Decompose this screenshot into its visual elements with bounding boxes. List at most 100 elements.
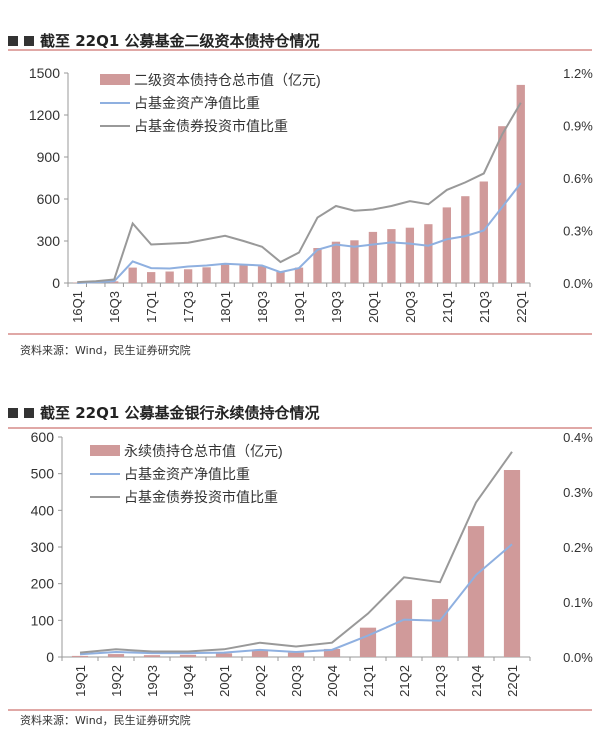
bar <box>467 526 485 657</box>
series-line-2 <box>79 451 513 654</box>
legend-label-0: 二级资本债持仓总市值（亿元) <box>134 72 321 88</box>
bar <box>183 269 193 283</box>
y2-tick-label: 0.6% <box>563 171 593 186</box>
y-tick-label: 600 <box>37 191 61 207</box>
bar <box>251 649 269 657</box>
x-tick-label: 19Q3 <box>329 291 344 323</box>
x-tick-label: 19Q3 <box>145 665 160 697</box>
legend-label-1: 占基金资产净值比重 <box>134 95 260 111</box>
bar <box>498 126 507 283</box>
series-line-2 <box>77 102 522 284</box>
legend-label-1: 占基金资产净值比重 <box>124 466 250 482</box>
chart-1-title: 截至 22Q1 公募基金二级资本债持仓情况 <box>8 30 320 51</box>
y-tick-label: 300 <box>31 539 55 555</box>
x-tick-label: 22Q1 <box>505 665 520 697</box>
bar <box>294 267 304 283</box>
chart-2-title: 截至 22Q1 公募基金银行永续债持仓情况 <box>8 402 320 423</box>
y2-tick-label: 1.2% <box>563 66 593 81</box>
y-tick-label: 300 <box>37 233 61 249</box>
title-marker-icon <box>24 407 34 418</box>
y-tick-label: 200 <box>31 576 55 592</box>
chart-1-title-text: 截至 22Q1 公募基金二级资本债持仓情况 <box>40 32 320 50</box>
bar <box>143 655 161 657</box>
y2-tick-label: 0.0% <box>563 276 593 291</box>
bar <box>503 470 521 657</box>
x-tick-label: 17Q1 <box>144 291 159 323</box>
y2-tick-label: 0.2% <box>563 540 593 555</box>
bar <box>431 599 449 657</box>
bar <box>479 181 488 283</box>
bar <box>350 240 359 283</box>
x-tick-label: 20Q3 <box>403 291 418 323</box>
x-tick-label: 21Q1 <box>361 665 376 697</box>
chart-2-source: 资料来源：Wind，民生证券研究院 <box>20 714 191 727</box>
y-tick-label: 600 <box>31 429 55 445</box>
y-tick-label: 900 <box>37 149 61 165</box>
legend-label-0: 永续债持仓总市值（亿元) <box>124 443 283 459</box>
bar <box>239 265 248 283</box>
x-tick-label: 21Q3 <box>433 665 448 697</box>
bar <box>323 648 341 657</box>
bar <box>331 241 341 283</box>
series-line-1 <box>79 543 513 656</box>
x-tick-label: 20Q1 <box>217 665 232 697</box>
y2-tick-label: 0.3% <box>563 224 593 239</box>
x-tick-label: 20Q3 <box>289 665 304 697</box>
bar <box>368 231 378 283</box>
legend-label-2: 占基金债券投资市值比重 <box>134 118 288 134</box>
y-tick-label: 500 <box>31 466 55 482</box>
bar <box>215 653 233 657</box>
x-tick-label: 22Q1 <box>514 291 529 323</box>
bar <box>257 266 267 283</box>
series-line-1 <box>77 182 522 284</box>
bar <box>220 264 230 283</box>
x-tick-label: 21Q3 <box>477 291 492 323</box>
y2-tick-label: 0.0% <box>563 650 593 665</box>
bar <box>313 248 322 283</box>
legend-label-2: 占基金债券投资市值比重 <box>124 489 278 505</box>
chart-1: 0 300 600 900 1200 1500 0.0% 0.3% 0.6% 0.9% 1.2% 16… <box>8 49 593 335</box>
y-tick-label: 0 <box>46 649 54 665</box>
x-tick-label: 21Q2 <box>397 665 412 697</box>
bar <box>405 227 415 283</box>
x-tick-label: 21Q4 <box>469 665 484 697</box>
bar <box>395 600 413 657</box>
bar <box>107 654 125 657</box>
bar <box>287 652 305 657</box>
bar <box>202 267 211 283</box>
title-marker-icon <box>8 407 18 418</box>
y-tick-label: 1200 <box>29 107 60 123</box>
x-tick-label: 21Q1 <box>440 291 455 323</box>
bar <box>179 654 197 657</box>
bar <box>147 272 156 283</box>
bar <box>359 627 377 657</box>
chart-2-title-text: 截至 22Q1 公募基金银行永续债持仓情况 <box>40 404 320 422</box>
y-tick-label: 400 <box>31 502 55 518</box>
y2-tick-label: 0.4% <box>563 430 593 445</box>
y2-tick-label: 0.9% <box>563 119 593 134</box>
legend-swatch-0 <box>90 445 120 456</box>
x-tick-label: 20Q2 <box>253 665 268 697</box>
x-tick-label: 19Q4 <box>181 665 196 697</box>
y2-tick-label: 0.1% <box>563 595 593 610</box>
x-tick-label: 19Q1 <box>292 291 307 323</box>
x-tick-label: 19Q1 <box>73 665 88 697</box>
x-tick-label: 20Q1 <box>366 291 381 323</box>
bar <box>442 207 451 283</box>
title-marker-icon <box>24 35 34 46</box>
x-tick-label: 17Q3 <box>181 291 196 323</box>
legend-swatch-0 <box>100 74 130 85</box>
y-tick-label: 1500 <box>29 65 60 81</box>
x-tick-label: 20Q4 <box>325 665 340 697</box>
bar <box>387 229 396 283</box>
x-tick-label: 16Q1 <box>70 291 85 323</box>
bar <box>128 267 137 283</box>
y-tick-label: 100 <box>31 612 55 628</box>
bar <box>165 271 174 283</box>
y-tick-label: 0 <box>52 275 60 291</box>
bar <box>424 224 433 283</box>
bar <box>276 271 285 283</box>
y2-tick-label: 0.3% <box>563 485 593 500</box>
